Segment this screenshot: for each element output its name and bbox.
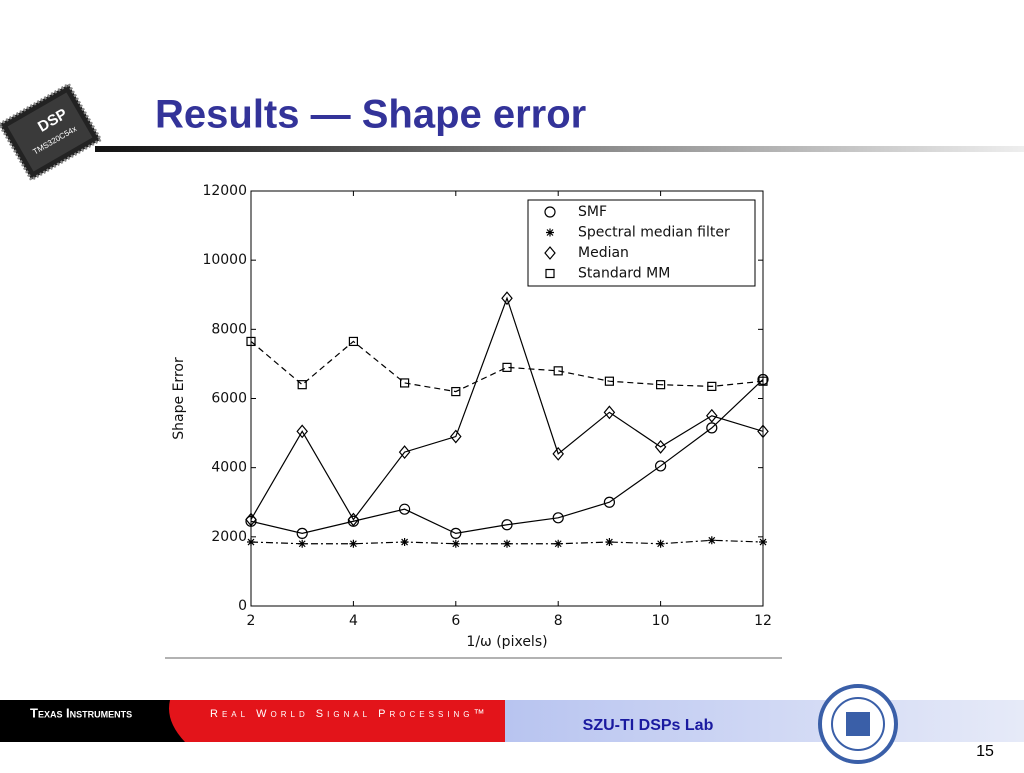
marker [398, 445, 411, 460]
y-tick-label: 6000 [211, 391, 247, 407]
legend-label: Median [578, 245, 629, 261]
legend-marker [544, 206, 556, 218]
marker [604, 376, 615, 386]
marker [400, 538, 409, 547]
marker [450, 429, 462, 444]
legend-marker [545, 268, 555, 279]
x-tick-label: 6 [451, 613, 460, 629]
x-tick-label: 10 [652, 613, 670, 629]
marker [757, 424, 769, 439]
marker [706, 408, 718, 423]
marker [502, 362, 512, 372]
footer-tagline: Real World Signal Processing™ [210, 708, 489, 720]
y-axis-label: Shape Error [171, 357, 187, 440]
marker [347, 512, 360, 527]
footer-red [169, 700, 505, 742]
marker [501, 519, 513, 531]
marker [451, 539, 460, 548]
legend-box [527, 199, 756, 287]
y-tick-label: 4000 [211, 460, 247, 476]
x-tick-label: 8 [554, 613, 563, 629]
legend-marker [544, 246, 556, 260]
marker [554, 539, 563, 548]
marker [758, 376, 768, 386]
series-line [250, 379, 764, 534]
legend-label: SMF [578, 204, 607, 220]
y-tick-label: 10000 [202, 252, 247, 268]
y-tick-label: 12000 [202, 183, 247, 199]
marker [655, 380, 666, 390]
marker [552, 446, 564, 461]
title-rule [95, 146, 1024, 152]
university-seal [818, 684, 898, 764]
marker [603, 496, 616, 508]
legend-marker [546, 228, 554, 237]
marker [450, 527, 462, 539]
chip-logo: DSP TMS320C54x [0, 82, 103, 182]
footer-lab-band [505, 700, 1024, 742]
marker [400, 378, 410, 388]
legend-label: Spectral median filter [578, 225, 730, 241]
y-tick-label: 8000 [211, 321, 247, 337]
marker [552, 512, 564, 524]
marker [503, 539, 511, 548]
marker [451, 386, 461, 397]
marker [706, 422, 718, 434]
marker [759, 538, 767, 547]
marker [707, 381, 717, 391]
marker [605, 538, 614, 547]
x-tick-label: 12 [754, 613, 772, 629]
footer-company: Texas Instruments [30, 705, 132, 720]
marker [757, 373, 769, 386]
slide-title: Results — Shape error [155, 93, 586, 137]
legend-label: Standard MM [578, 266, 670, 282]
marker [296, 424, 308, 439]
marker [553, 366, 563, 376]
marker [247, 538, 255, 547]
marker [246, 336, 256, 347]
marker [707, 536, 716, 545]
x-tick-label: 2 [247, 613, 256, 629]
page-number: 15 [976, 743, 994, 760]
marker [399, 503, 411, 515]
chart: 0 2000 4000 6000 8000 10000 12000 2 4 6 8 10 12 1/ω (… [171, 183, 772, 650]
x-axis-label: 1/ω (pixels) [466, 634, 547, 650]
marker [349, 539, 358, 548]
x-tick-label: 4 [349, 613, 358, 629]
marker [656, 539, 665, 548]
marker [501, 291, 513, 306]
footer-lab: SZU-TI DSPs Lab [583, 717, 714, 734]
marker [245, 512, 257, 527]
marker [297, 380, 307, 390]
marker [654, 439, 667, 454]
marker [603, 405, 616, 420]
y-tick-label: 0 [238, 598, 247, 614]
marker [348, 336, 358, 347]
marker [298, 539, 307, 548]
marker [296, 527, 308, 539]
y-tick-label: 2000 [211, 529, 247, 545]
series-line [250, 340, 764, 393]
marker [654, 460, 667, 472]
series-line [250, 296, 764, 521]
